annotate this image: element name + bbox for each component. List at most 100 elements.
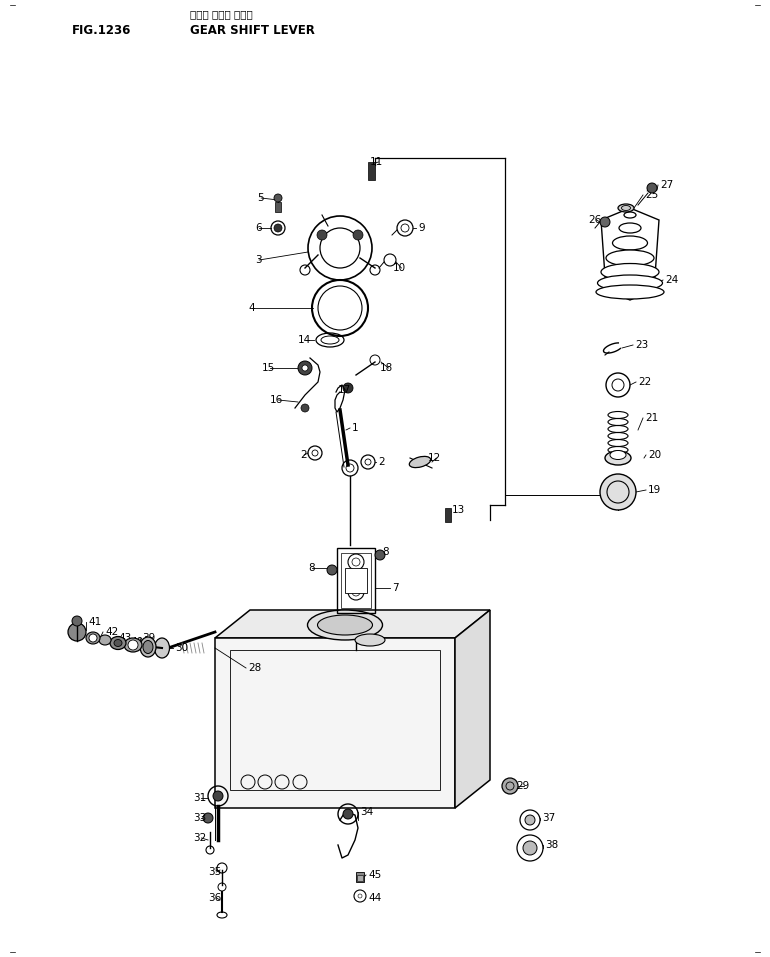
Circle shape <box>203 813 213 823</box>
Ellipse shape <box>601 263 659 280</box>
Ellipse shape <box>605 451 631 465</box>
Bar <box>230 650 440 790</box>
Bar <box>275 202 281 212</box>
Text: 7: 7 <box>392 583 399 593</box>
Circle shape <box>274 224 282 232</box>
Ellipse shape <box>143 640 153 654</box>
Bar <box>357 875 363 881</box>
Ellipse shape <box>610 451 626 459</box>
Text: 36: 36 <box>208 893 221 903</box>
Circle shape <box>68 623 86 641</box>
Text: 22: 22 <box>638 377 651 387</box>
Circle shape <box>353 230 363 240</box>
Bar <box>345 568 367 593</box>
Text: 41: 41 <box>88 617 101 627</box>
Text: 32: 32 <box>193 833 206 843</box>
Text: 1: 1 <box>352 423 359 433</box>
Text: 45: 45 <box>368 870 381 880</box>
Text: 29: 29 <box>516 781 529 791</box>
Text: 40: 40 <box>130 637 143 647</box>
Bar <box>445 508 451 522</box>
Text: 23: 23 <box>635 340 648 350</box>
Ellipse shape <box>307 610 383 640</box>
Text: 30: 30 <box>175 643 188 653</box>
Circle shape <box>523 841 537 855</box>
Text: 11: 11 <box>370 157 383 167</box>
Ellipse shape <box>612 236 648 250</box>
Text: 14: 14 <box>298 335 311 345</box>
Circle shape <box>647 183 657 193</box>
Ellipse shape <box>410 456 430 468</box>
Bar <box>337 548 375 613</box>
Text: 5: 5 <box>257 193 263 203</box>
Ellipse shape <box>155 638 169 658</box>
Ellipse shape <box>321 336 339 344</box>
Text: 6: 6 <box>255 223 262 233</box>
Text: 15: 15 <box>262 363 275 373</box>
Text: 4: 4 <box>248 303 255 313</box>
Text: 13: 13 <box>452 505 465 515</box>
Ellipse shape <box>317 615 373 635</box>
Text: 12: 12 <box>428 453 441 463</box>
Ellipse shape <box>618 204 634 212</box>
Text: 2: 2 <box>378 457 385 467</box>
Text: 8: 8 <box>308 563 315 573</box>
Bar <box>356 872 364 882</box>
Text: 24: 24 <box>665 275 678 285</box>
Text: ギヤー シフト レバー: ギヤー シフト レバー <box>190 9 253 19</box>
Circle shape <box>343 383 353 393</box>
Circle shape <box>298 361 312 375</box>
Circle shape <box>343 809 353 819</box>
Text: GEAR SHIFT LEVER: GEAR SHIFT LEVER <box>190 24 315 36</box>
Text: 25: 25 <box>645 190 658 200</box>
Circle shape <box>128 640 138 650</box>
Ellipse shape <box>110 636 126 650</box>
Bar <box>341 553 371 608</box>
Text: 3: 3 <box>255 255 262 265</box>
Circle shape <box>358 894 362 898</box>
Ellipse shape <box>140 637 156 657</box>
Text: 8: 8 <box>382 547 389 557</box>
Text: 31: 31 <box>193 793 206 803</box>
Ellipse shape <box>624 212 636 218</box>
Text: 27: 27 <box>660 180 673 190</box>
Text: 44: 44 <box>368 893 381 903</box>
Text: 43: 43 <box>118 633 131 643</box>
Text: 20: 20 <box>648 450 661 460</box>
Ellipse shape <box>355 634 385 646</box>
Text: 21: 21 <box>645 413 658 423</box>
Circle shape <box>274 194 282 202</box>
Circle shape <box>89 634 97 642</box>
Text: 18: 18 <box>380 363 393 373</box>
Text: 33: 33 <box>193 813 206 823</box>
Circle shape <box>502 778 518 794</box>
Circle shape <box>72 616 82 626</box>
Text: 28: 28 <box>248 663 261 673</box>
Ellipse shape <box>619 223 641 233</box>
Text: 42: 42 <box>105 627 119 637</box>
Ellipse shape <box>124 638 142 652</box>
Text: 19: 19 <box>648 485 661 495</box>
Text: 16: 16 <box>270 395 283 405</box>
Bar <box>368 162 375 180</box>
Circle shape <box>302 365 308 371</box>
Circle shape <box>375 550 385 560</box>
Text: 34: 34 <box>360 807 373 817</box>
Polygon shape <box>215 610 490 638</box>
Circle shape <box>213 791 223 801</box>
Text: FIG.1236: FIG.1236 <box>72 24 132 36</box>
Circle shape <box>317 230 327 240</box>
Text: 26: 26 <box>588 215 601 225</box>
Text: 37: 37 <box>542 813 555 823</box>
Text: 35: 35 <box>208 867 221 877</box>
Polygon shape <box>215 638 455 808</box>
Text: 2: 2 <box>300 450 306 460</box>
Circle shape <box>301 404 309 412</box>
Text: 38: 38 <box>545 840 558 850</box>
Text: 10: 10 <box>393 263 406 273</box>
Text: 39: 39 <box>142 633 156 643</box>
Ellipse shape <box>596 285 664 299</box>
Text: 9: 9 <box>418 223 424 233</box>
Ellipse shape <box>606 250 654 266</box>
Polygon shape <box>455 610 490 808</box>
